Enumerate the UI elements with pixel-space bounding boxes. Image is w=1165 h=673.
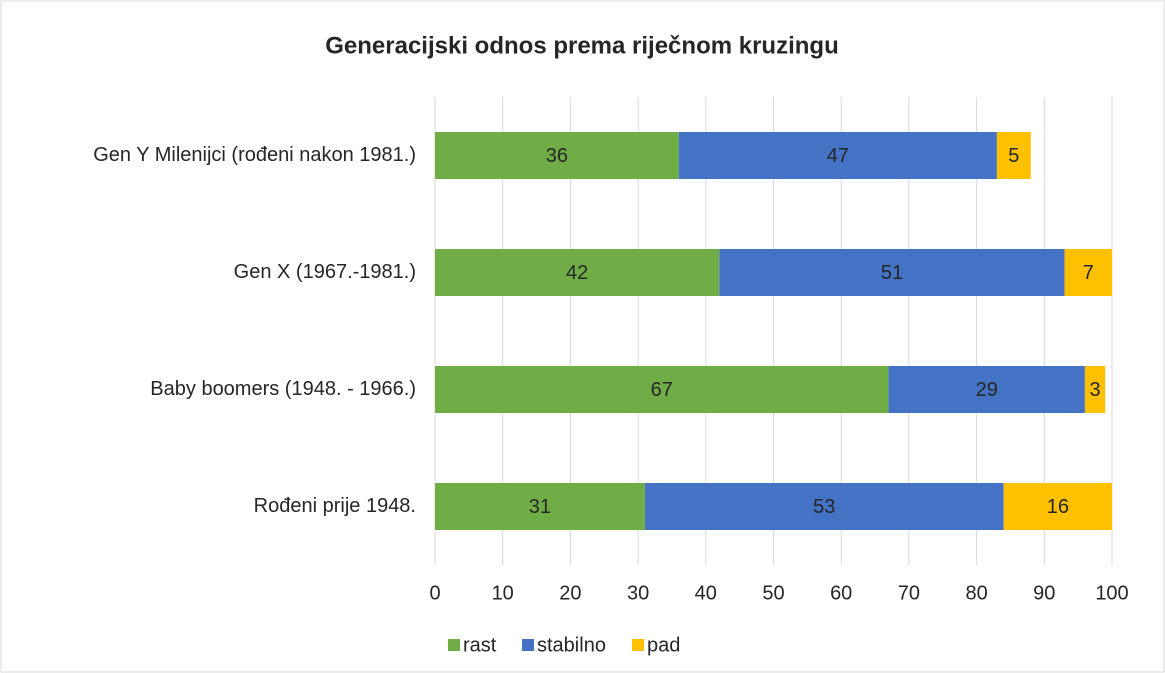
bar bbox=[719, 249, 1065, 296]
bar bbox=[435, 483, 645, 530]
bar bbox=[435, 249, 720, 296]
data-label: 67 bbox=[651, 379, 673, 401]
bar bbox=[1064, 249, 1112, 296]
y-tick-label: Gen X (1967.-1981.) bbox=[234, 261, 416, 283]
x-tick-label: 80 bbox=[965, 582, 987, 604]
y-tick-label: Rođeni prije 1948. bbox=[254, 495, 416, 517]
bar bbox=[1003, 483, 1112, 530]
legend-swatch bbox=[448, 639, 460, 651]
legend-label: rast bbox=[463, 634, 497, 656]
legend-swatch bbox=[522, 639, 534, 651]
x-tick-label: 100 bbox=[1095, 582, 1128, 604]
x-tick-label: 60 bbox=[830, 582, 852, 604]
x-tick-label: 0 bbox=[429, 582, 440, 604]
legend-label: pad bbox=[647, 634, 680, 656]
data-label: 47 bbox=[827, 145, 849, 167]
x-tick-label: 90 bbox=[1033, 582, 1055, 604]
data-label: 51 bbox=[881, 262, 903, 284]
y-tick-label: Gen Y Milenijci (rođeni nakon 1981.) bbox=[93, 144, 416, 166]
data-label: 53 bbox=[813, 496, 835, 518]
bar bbox=[996, 132, 1031, 179]
chart-title: Generacijski odnos prema riječnom kruzin… bbox=[325, 32, 838, 59]
bar bbox=[435, 366, 889, 413]
bar bbox=[644, 483, 1004, 530]
data-label: 7 bbox=[1083, 262, 1094, 284]
data-label: 36 bbox=[546, 145, 568, 167]
data-label: 31 bbox=[529, 496, 551, 518]
data-label: 42 bbox=[566, 262, 588, 284]
legend-label: stabilno bbox=[537, 634, 606, 656]
x-tick-label: 10 bbox=[492, 582, 514, 604]
y-tick-label: Baby boomers (1948. - 1966.) bbox=[150, 378, 416, 400]
x-tick-label: 50 bbox=[762, 582, 784, 604]
bar bbox=[435, 132, 679, 179]
data-label: 16 bbox=[1047, 496, 1069, 518]
x-tick-label: 20 bbox=[559, 582, 581, 604]
legend-swatch bbox=[632, 639, 644, 651]
data-label: 5 bbox=[1008, 145, 1019, 167]
bar bbox=[888, 366, 1085, 413]
bar bbox=[1084, 366, 1106, 413]
x-tick-label: 70 bbox=[898, 582, 920, 604]
x-tick-label: 40 bbox=[695, 582, 717, 604]
data-label: 29 bbox=[976, 379, 998, 401]
data-label: 3 bbox=[1090, 379, 1101, 401]
bar bbox=[678, 132, 997, 179]
x-tick-label: 30 bbox=[627, 582, 649, 604]
